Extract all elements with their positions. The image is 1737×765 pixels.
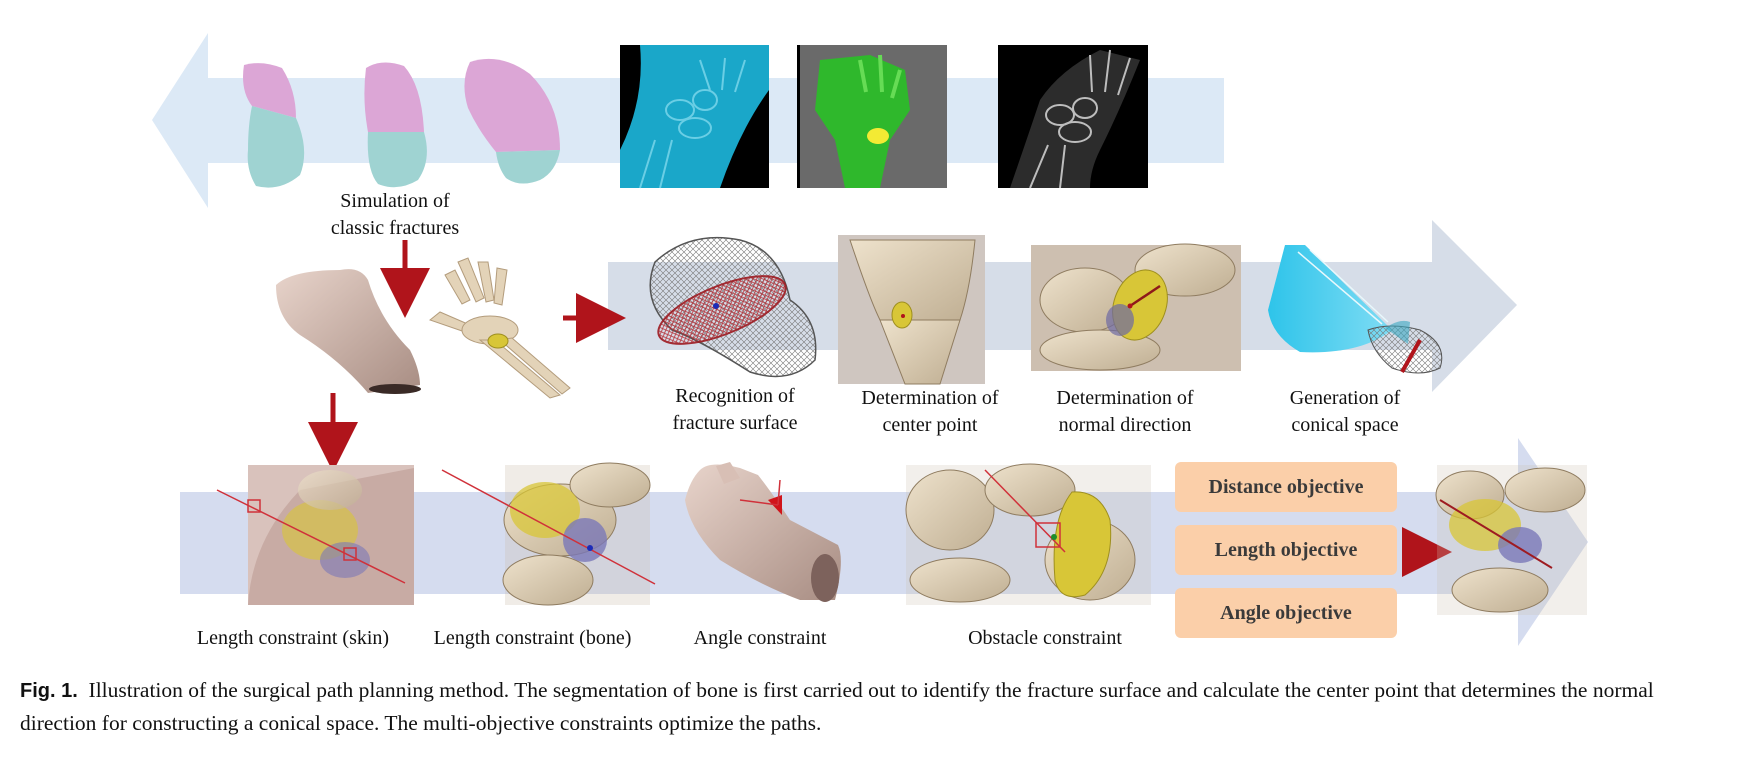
ct-panel-cyan: [620, 45, 769, 189]
label-center-point: Determination of center point: [861, 387, 999, 436]
fracture-simulation-1: [243, 63, 305, 188]
obstacle-constraint-model: [905, 463, 1151, 605]
fracture-simulation-2: [364, 62, 427, 188]
pipeline-diagram: [152, 33, 1588, 646]
objective-box-length: Length objective: [1175, 525, 1397, 575]
objective-box-distance: Distance objective: [1175, 462, 1397, 512]
conical-space-model: [1268, 245, 1443, 374]
label-length-constraint-skin: Length constraint (skin): [196, 627, 390, 649]
label-normal-direction: Determination of normal direction: [1056, 387, 1194, 436]
label-length-constraint-bone: Length constraint (bone): [433, 627, 632, 649]
ct-panel-gray: [998, 45, 1148, 189]
label-conical-space: Generation of conical space: [1289, 387, 1401, 436]
normal-direction-model: [1031, 243, 1241, 371]
length-constraint-bone-model: [441, 462, 656, 606]
hand-skeleton-model: [428, 257, 571, 399]
forearm-skin-model: [276, 269, 421, 394]
angle-constraint-hand-model: [685, 462, 841, 602]
optimized-path-result-model: [1435, 465, 1587, 615]
caption-label: Fig. 1.: [20, 680, 78, 702]
label-angle-constraint: Angle constraint: [693, 627, 827, 649]
length-constraint-skin-model: [216, 465, 414, 605]
label-simulation: Simulation of classic fractures: [330, 190, 460, 239]
label-recognition: Recognition of fracture surface: [672, 385, 798, 434]
caption-text: Illustration of the surgical path planni…: [20, 678, 1654, 735]
figure-caption: Fig. 1. Illustration of the surgical pat…: [20, 674, 1720, 739]
objective-box-angle: Angle objective: [1175, 588, 1397, 638]
fracture-simulation-3: [464, 58, 560, 184]
ct-panel-green: [797, 45, 947, 188]
center-point-model: [838, 235, 985, 385]
fracture-surface-mesh: [649, 236, 817, 378]
label-obstacle-constraint: Obstacle constraint: [968, 627, 1122, 649]
